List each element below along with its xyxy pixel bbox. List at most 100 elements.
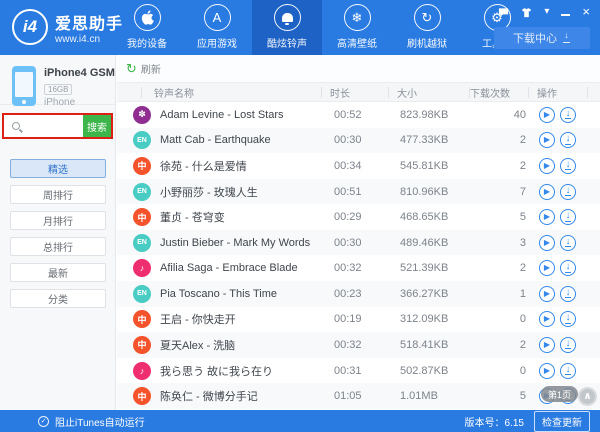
ringtone-duration: 00:19 — [334, 313, 362, 326]
refresh-bar: ↻ 刷新 — [117, 55, 600, 82]
category-badge-en: EN — [133, 131, 151, 150]
nav-ringtones[interactable]: 酷炫铃声 — [252, 0, 322, 55]
ringtone-name: Matt Cab - Earthquake — [160, 134, 271, 147]
category-monthly-rank[interactable]: 月排行 — [10, 211, 106, 230]
col-operations: 操作 — [537, 88, 557, 100]
jailbreak-icon: ↻ — [413, 4, 441, 31]
play-button[interactable]: ▶ — [539, 132, 555, 149]
device-info: iPhone4 GSM 16GB iPhone — [0, 55, 115, 108]
category-weekly-rank[interactable]: 周排行 — [10, 185, 106, 204]
download-count: 7 — [519, 185, 526, 198]
ringtone-duration: 00:32 — [334, 338, 362, 351]
play-button[interactable]: ▶ — [539, 260, 555, 277]
download-button[interactable]: ↓ — [560, 132, 576, 149]
ringtone-size: 521.39KB — [400, 262, 449, 275]
category-featured[interactable]: 精选 — [10, 159, 106, 178]
download-button[interactable]: ↓ — [560, 209, 576, 226]
ringtone-name: 夏天Alex - 洗脑 — [160, 339, 236, 352]
category-newest[interactable]: 最新 — [10, 263, 106, 282]
download-count: 2 — [519, 338, 526, 351]
download-button[interactable]: ↓ — [560, 285, 576, 302]
minimize-icon[interactable] — [561, 6, 571, 18]
download-button[interactable]: ↓ — [560, 311, 576, 328]
status-bar: ✓ 阻止iTunes自动运行 版本号：6.15 检查更新 — [0, 410, 600, 432]
nav-my-device[interactable]: 我的设备 — [112, 0, 182, 55]
col-duration: 时长 — [330, 88, 350, 100]
wallpaper-icon: ❄ — [343, 4, 371, 31]
ringtone-size: 810.96KB — [400, 185, 449, 198]
row-operations: ▶ ↓ — [530, 336, 600, 353]
table-row[interactable]: 中 董贞 - 苍穹变 00:29 468.65KB 5 ▶ ↓ — [117, 204, 600, 230]
category-badge-en: EN — [133, 284, 151, 303]
ringtone-name: Adam Levine - Lost Stars — [160, 108, 284, 121]
row-operations: ▶ ↓ — [530, 285, 600, 302]
check-update-button[interactable]: 检查更新 — [534, 410, 590, 432]
play-button[interactable]: ▶ — [539, 311, 555, 328]
download-button[interactable]: ↓ — [560, 234, 576, 251]
download-center-button[interactable]: 下载中心 ↓ — [494, 27, 590, 49]
nav-wallpapers[interactable]: ❄ 高清壁纸 — [322, 0, 392, 55]
app-logo: i4 爱思助手 www.i4.cn — [12, 9, 123, 45]
apple-icon — [133, 4, 161, 31]
app-url: www.i4.cn — [55, 33, 101, 45]
search-input[interactable] — [4, 115, 83, 137]
play-button[interactable]: ▶ — [539, 362, 555, 379]
category-badge-hot: ✽ — [133, 105, 151, 124]
category-total-rank[interactable]: 总排行 — [10, 237, 106, 256]
table-row[interactable]: 中 王启 - 你快走开 00:19 312.09KB 0 ▶ ↓ — [117, 307, 600, 333]
play-button[interactable]: ▶ — [539, 336, 555, 353]
search-button[interactable]: 搜索 — [83, 115, 111, 137]
ringtone-duration: 00:51 — [334, 185, 362, 198]
back-to-top-button[interactable]: ∧ — [578, 387, 597, 406]
block-itunes-label: 阻止iTunes自动运行 — [55, 417, 145, 429]
table-row[interactable]: ✽ Adam Levine - Lost Stars 00:52 823.98K… — [117, 102, 600, 128]
category-badge-cn: 中 — [133, 156, 151, 175]
play-button[interactable]: ▶ — [539, 106, 555, 123]
play-button[interactable]: ▶ — [539, 183, 555, 200]
play-button[interactable]: ▶ — [539, 234, 555, 251]
iphone-icon — [12, 66, 36, 106]
table-row[interactable]: EN Matt Cab - Earthquake 00:30 477.33KB … — [117, 127, 600, 154]
ringtone-duration: 00:23 — [334, 287, 362, 300]
table-row[interactable]: 中 徐苑 - 什么是爱情 00:34 545.81KB 2 ▶ ↓ — [117, 153, 600, 179]
close-icon[interactable]: × — [582, 4, 590, 19]
ringtone-name: 陈奂仁 - 微博分手记 — [160, 391, 258, 404]
play-button[interactable]: ▶ — [539, 157, 555, 174]
category-genres[interactable]: 分类 — [10, 289, 106, 308]
table-row[interactable]: 中 夏天Alex - 洗脑 00:32 518.41KB 2 ▶ ↓ — [117, 332, 600, 358]
download-icon: ↓ — [562, 30, 571, 43]
download-count: 0 — [519, 313, 526, 326]
row-operations: ▶ ↓ — [530, 260, 600, 277]
download-button[interactable]: ↓ — [560, 157, 576, 174]
play-button[interactable]: ▶ — [539, 209, 555, 226]
top-bar: i4 爱思助手 www.i4.cn 我的设备 A 应用游戏 酷炫铃声 — [0, 0, 600, 55]
table-row[interactable]: ♪ 我ら思う 故に我ら在り 00:31 502.87KB 0 ▶ ↓ — [117, 358, 600, 384]
download-button[interactable]: ↓ — [560, 260, 576, 277]
nav-flash-jailbreak[interactable]: ↻ 刷机越狱 — [392, 0, 462, 55]
table-row[interactable]: EN 小野丽莎 - 玫瑰人生 00:51 810.96KB 7 ▶ ↓ — [117, 178, 600, 205]
download-button[interactable]: ↓ — [560, 183, 576, 200]
table-row[interactable]: 中 陈奂仁 - 微博分手记 01:05 1.01MB 5 ▶ ↓ — [117, 383, 600, 409]
feedback-icon[interactable] — [498, 6, 509, 18]
download-count: 5 — [519, 211, 526, 224]
download-button[interactable]: ↓ — [560, 336, 576, 353]
refresh-button[interactable]: ↻ 刷新 — [126, 61, 161, 76]
table-row[interactable]: ♪ Afilia Saga - Embrace Blade 00:32 521.… — [117, 255, 600, 281]
refresh-icon: ↻ — [126, 61, 137, 76]
block-itunes-checkbox[interactable]: ✓ — [38, 415, 49, 427]
download-button[interactable]: ↓ — [560, 362, 576, 379]
ringtone-name: 徐苑 - 什么是爱情 — [160, 160, 247, 173]
category-badge-cn: 中 — [133, 387, 151, 406]
play-button[interactable]: ▶ — [539, 285, 555, 302]
category-badge-en: EN — [133, 182, 151, 201]
table-row[interactable]: EN Justin Bieber - Mark My Words 00:30 4… — [117, 229, 600, 256]
table-row[interactable]: EN Pia Toscano - This Time 00:23 366.27K… — [117, 281, 600, 307]
ringtone-duration: 00:31 — [334, 364, 362, 377]
ringtone-name: Afilia Saga - Embrace Blade — [160, 262, 298, 275]
nav-apps-games[interactable]: A 应用游戏 — [182, 0, 252, 55]
skin-theme-icon[interactable] — [521, 6, 532, 18]
download-button[interactable]: ↓ — [560, 106, 576, 123]
ringtone-name: 王启 - 你快走开 — [160, 314, 236, 327]
menu-icon[interactable]: ▾ — [544, 6, 550, 17]
